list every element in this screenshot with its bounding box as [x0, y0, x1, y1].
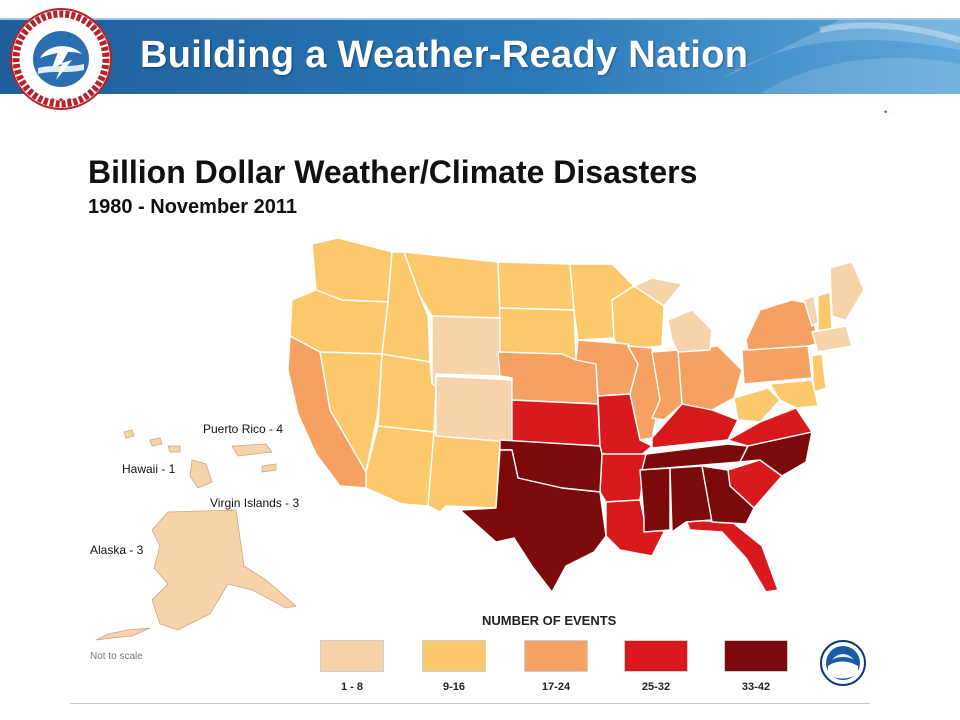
state-new-mexico: [427, 431, 501, 513]
wave-swoosh-graphic: [720, 20, 960, 94]
state-michigan-up: [633, 277, 683, 307]
state-michigan: [667, 309, 713, 353]
state-alabama: [669, 465, 713, 533]
legend-swatch-1-8: [320, 640, 384, 672]
hawaii-island-2: [149, 437, 163, 447]
header-top-rule: [0, 18, 960, 20]
map-title: Billion Dollar Weather/Climate Disasters: [88, 154, 698, 190]
header-banner: Building a Weather-Ready Nation: [0, 20, 960, 94]
state-maryland-delaware: [769, 379, 819, 409]
state-arizona: [365, 425, 435, 507]
svg-text:★ ★ ★: ★ ★ ★: [50, 96, 73, 104]
state-georgia: [701, 465, 755, 525]
map-subtitle: 1980 - November 2011: [88, 196, 298, 218]
hawaii-island-big: [189, 459, 213, 489]
legend-swatch-33-42: [724, 640, 788, 672]
state-west-virginia: [733, 387, 781, 423]
header-title: Building a Weather-Ready Nation: [140, 34, 749, 76]
state-north-dakota: [497, 261, 575, 311]
state-maine: [829, 261, 865, 321]
virgin-islands-shape: [261, 463, 277, 473]
legend-swatch-9-16: [422, 640, 486, 672]
label-alaska: Alaska - 3: [90, 543, 144, 557]
state-florida: [685, 519, 779, 593]
state-pennsylvania: [741, 345, 813, 385]
nws-seal-logo: ★ ★ ★: [10, 8, 112, 110]
state-texas: [459, 449, 607, 593]
corner-mark: •: [884, 107, 888, 117]
not-to-scale-note: Not to scale: [90, 651, 143, 662]
legend-range-1-8: 1 - 8: [340, 681, 363, 693]
alaska-shape: [151, 509, 297, 631]
legend-heading: NUMBER OF EVENTS: [482, 613, 617, 628]
hawaii-island-1: [123, 429, 135, 439]
noaa-logo: [820, 640, 866, 686]
legend-swatch-17-24: [524, 640, 588, 672]
state-arkansas: [599, 453, 647, 503]
state-new-york: [745, 299, 817, 351]
label-puerto-rico: Puerto Rico - 4: [203, 422, 284, 436]
legend-range-9-16: 9-16: [442, 681, 466, 693]
puerto-rico-shape: [231, 443, 273, 457]
state-colorado: [435, 375, 513, 443]
label-hawaii: Hawaii - 1: [122, 462, 176, 476]
state-southern-new-england: [811, 325, 853, 353]
state-new-jersey: [811, 353, 827, 393]
label-virgin-islands: Virgin Islands - 3: [210, 496, 300, 510]
state-wyoming: [431, 315, 501, 387]
legend-range-25-32: 25-32: [641, 681, 671, 693]
state-kansas: [511, 399, 601, 447]
legend-swatch-25-32: [624, 640, 688, 672]
state-kentucky: [651, 403, 739, 449]
legend-range-33-42: 33-42: [741, 681, 771, 693]
state-new-hampshire: [817, 291, 833, 335]
state-north-carolina: [739, 431, 813, 477]
state-california: [287, 335, 367, 489]
state-mississippi: [639, 467, 671, 533]
legend-range-17-24: 17-24: [541, 681, 571, 693]
state-utah: [377, 353, 437, 433]
hawaii-island-3: [167, 445, 181, 453]
alaska-chain: [95, 627, 151, 641]
state-ohio: [677, 345, 743, 411]
state-louisiana: [605, 499, 665, 557]
footer-rule: [70, 703, 870, 704]
